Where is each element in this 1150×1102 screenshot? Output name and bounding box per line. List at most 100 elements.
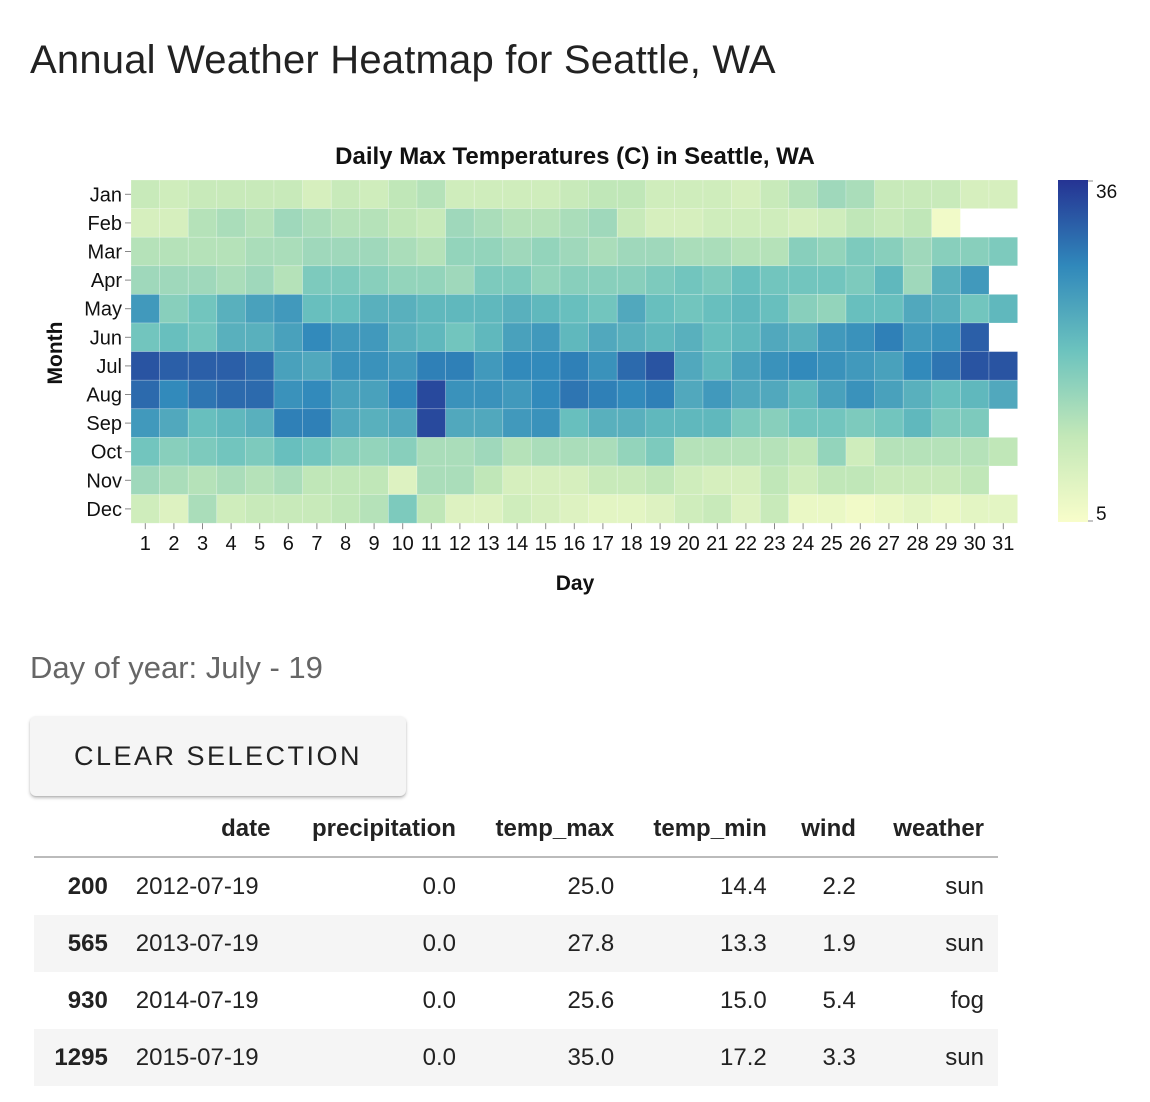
heatmap-cell[interactable] — [445, 208, 475, 238]
heatmap-cell[interactable] — [359, 294, 389, 324]
heatmap-cell[interactable] — [216, 494, 246, 524]
heatmap-cell[interactable] — [473, 351, 504, 381]
heatmap-cell[interactable] — [845, 322, 875, 352]
heatmap-cell[interactable] — [502, 465, 532, 495]
heatmap-cell[interactable] — [874, 351, 904, 381]
heatmap-cell[interactable] — [645, 437, 675, 467]
heatmap-cell[interactable] — [845, 408, 875, 438]
heatmap-cell[interactable] — [187, 379, 218, 410]
heatmap-cell[interactable] — [588, 408, 618, 438]
heatmap-cell[interactable] — [960, 179, 990, 209]
heatmap-cell[interactable] — [159, 465, 189, 495]
heatmap-cell[interactable] — [273, 437, 303, 467]
heatmap-cell[interactable] — [445, 294, 475, 324]
heatmap-cell[interactable] — [388, 408, 418, 438]
heatmap-cell[interactable] — [702, 208, 732, 238]
heatmap-cell[interactable] — [502, 265, 532, 295]
heatmap-cell[interactable] — [817, 179, 847, 209]
heatmap-cell[interactable] — [559, 265, 589, 295]
heatmap-cell[interactable] — [187, 408, 218, 438]
heatmap-cell[interactable] — [159, 265, 189, 295]
heatmap-cell[interactable] — [273, 208, 303, 238]
heatmap-cell[interactable] — [616, 494, 647, 524]
heatmap-cell[interactable] — [473, 208, 504, 238]
heatmap-cell[interactable] — [159, 208, 189, 238]
heatmap-cell[interactable] — [388, 379, 418, 410]
heatmap-cell[interactable] — [702, 265, 732, 295]
heatmap-cell[interactable] — [273, 408, 303, 438]
heatmap-cell[interactable] — [216, 236, 246, 267]
heatmap-cell[interactable] — [731, 236, 761, 267]
heatmap-cell[interactable] — [902, 351, 933, 381]
heatmap-cell[interactable] — [645, 179, 675, 209]
heatmap-cell[interactable] — [731, 179, 761, 209]
heatmap-cell[interactable] — [702, 294, 732, 324]
heatmap-cell[interactable] — [416, 265, 446, 295]
heatmap-cell[interactable] — [902, 465, 933, 495]
heatmap-cell[interactable] — [130, 265, 160, 295]
heatmap-cell[interactable] — [216, 265, 246, 295]
heatmap-cell[interactable] — [960, 236, 990, 267]
heatmap-cell[interactable] — [531, 208, 561, 238]
heatmap-cell[interactable] — [359, 236, 389, 267]
heatmap-cell[interactable] — [388, 179, 418, 209]
heatmap-cell[interactable] — [674, 494, 704, 524]
heatmap-cell[interactable] — [187, 179, 218, 209]
heatmap-cell[interactable] — [731, 437, 761, 467]
heatmap-cell[interactable] — [874, 465, 904, 495]
heatmap-cell[interactable] — [874, 179, 904, 209]
heatmap-cell[interactable] — [702, 322, 732, 352]
heatmap-cell[interactable] — [902, 265, 933, 295]
heatmap-cell[interactable] — [473, 437, 504, 467]
heatmap-cell[interactable] — [445, 351, 475, 381]
heatmap-cell[interactable] — [759, 437, 790, 467]
heatmap-cell[interactable] — [330, 494, 361, 524]
heatmap-cell[interactable] — [645, 208, 675, 238]
heatmap-cell[interactable] — [731, 265, 761, 295]
heatmap-cell[interactable] — [359, 379, 389, 410]
heatmap-cell[interactable] — [416, 408, 446, 438]
heatmap-cell[interactable] — [674, 236, 704, 267]
heatmap-cell[interactable] — [187, 265, 218, 295]
heatmap-cell[interactable] — [159, 379, 189, 410]
heatmap-cell[interactable] — [588, 322, 618, 352]
heatmap-cell[interactable] — [416, 494, 446, 524]
heatmap-cell[interactable] — [759, 294, 790, 324]
heatmap-cell[interactable] — [616, 408, 647, 438]
heatmap-cell[interactable] — [416, 437, 446, 467]
heatmap-cell[interactable] — [531, 465, 561, 495]
heatmap-cell[interactable] — [645, 351, 675, 381]
heatmap-cell[interactable] — [960, 494, 990, 524]
heatmap-cell[interactable] — [502, 437, 532, 467]
heatmap-cell[interactable] — [588, 437, 618, 467]
heatmap-cell[interactable] — [388, 494, 418, 524]
heatmap-cell[interactable] — [616, 465, 647, 495]
heatmap-cell[interactable] — [960, 351, 990, 381]
heatmap-cell[interactable] — [216, 208, 246, 238]
heatmap-cell[interactable] — [473, 408, 504, 438]
heatmap-cell[interactable] — [874, 494, 904, 524]
heatmap-cell[interactable] — [588, 379, 618, 410]
heatmap-cell[interactable] — [330, 322, 361, 352]
heatmap-cell[interactable] — [416, 322, 446, 352]
heatmap-cell[interactable] — [931, 494, 961, 524]
heatmap-cell[interactable] — [359, 494, 389, 524]
heatmap-cell[interactable] — [359, 465, 389, 495]
heatmap-cell[interactable] — [645, 236, 675, 267]
heatmap-cell[interactable] — [731, 351, 761, 381]
heatmap-cell[interactable] — [960, 379, 990, 410]
heatmap-cell[interactable] — [559, 494, 589, 524]
heatmap-cell[interactable] — [502, 179, 532, 209]
heatmap-cell[interactable] — [216, 437, 246, 467]
heatmap-chart[interactable]: Daily Max Temperatures (C) in Seattle, W… — [0, 130, 1150, 610]
heatmap-cell[interactable] — [931, 465, 961, 495]
heatmap-cell[interactable] — [788, 379, 818, 410]
heatmap-cell[interactable] — [645, 265, 675, 295]
heatmap-cell[interactable] — [931, 351, 961, 381]
heatmap-cell[interactable] — [445, 408, 475, 438]
heatmap-cell[interactable] — [330, 265, 361, 295]
heatmap-cell[interactable] — [473, 379, 504, 410]
heatmap-cell[interactable] — [159, 351, 189, 381]
heatmap-cell[interactable] — [445, 179, 475, 209]
heatmap-cell[interactable] — [759, 236, 790, 267]
